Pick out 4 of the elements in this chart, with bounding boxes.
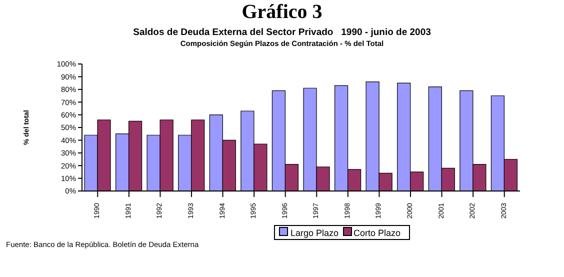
chart-title: Gráfico 3 <box>240 1 324 24</box>
chart-subtitle: Saldos de Deuda Externa del Sector Privado 1990 - junio de 2003 <box>132 27 432 38</box>
legend-label: Corto Plazo <box>352 228 401 238</box>
legend-label: Largo Plazo <box>289 228 338 238</box>
